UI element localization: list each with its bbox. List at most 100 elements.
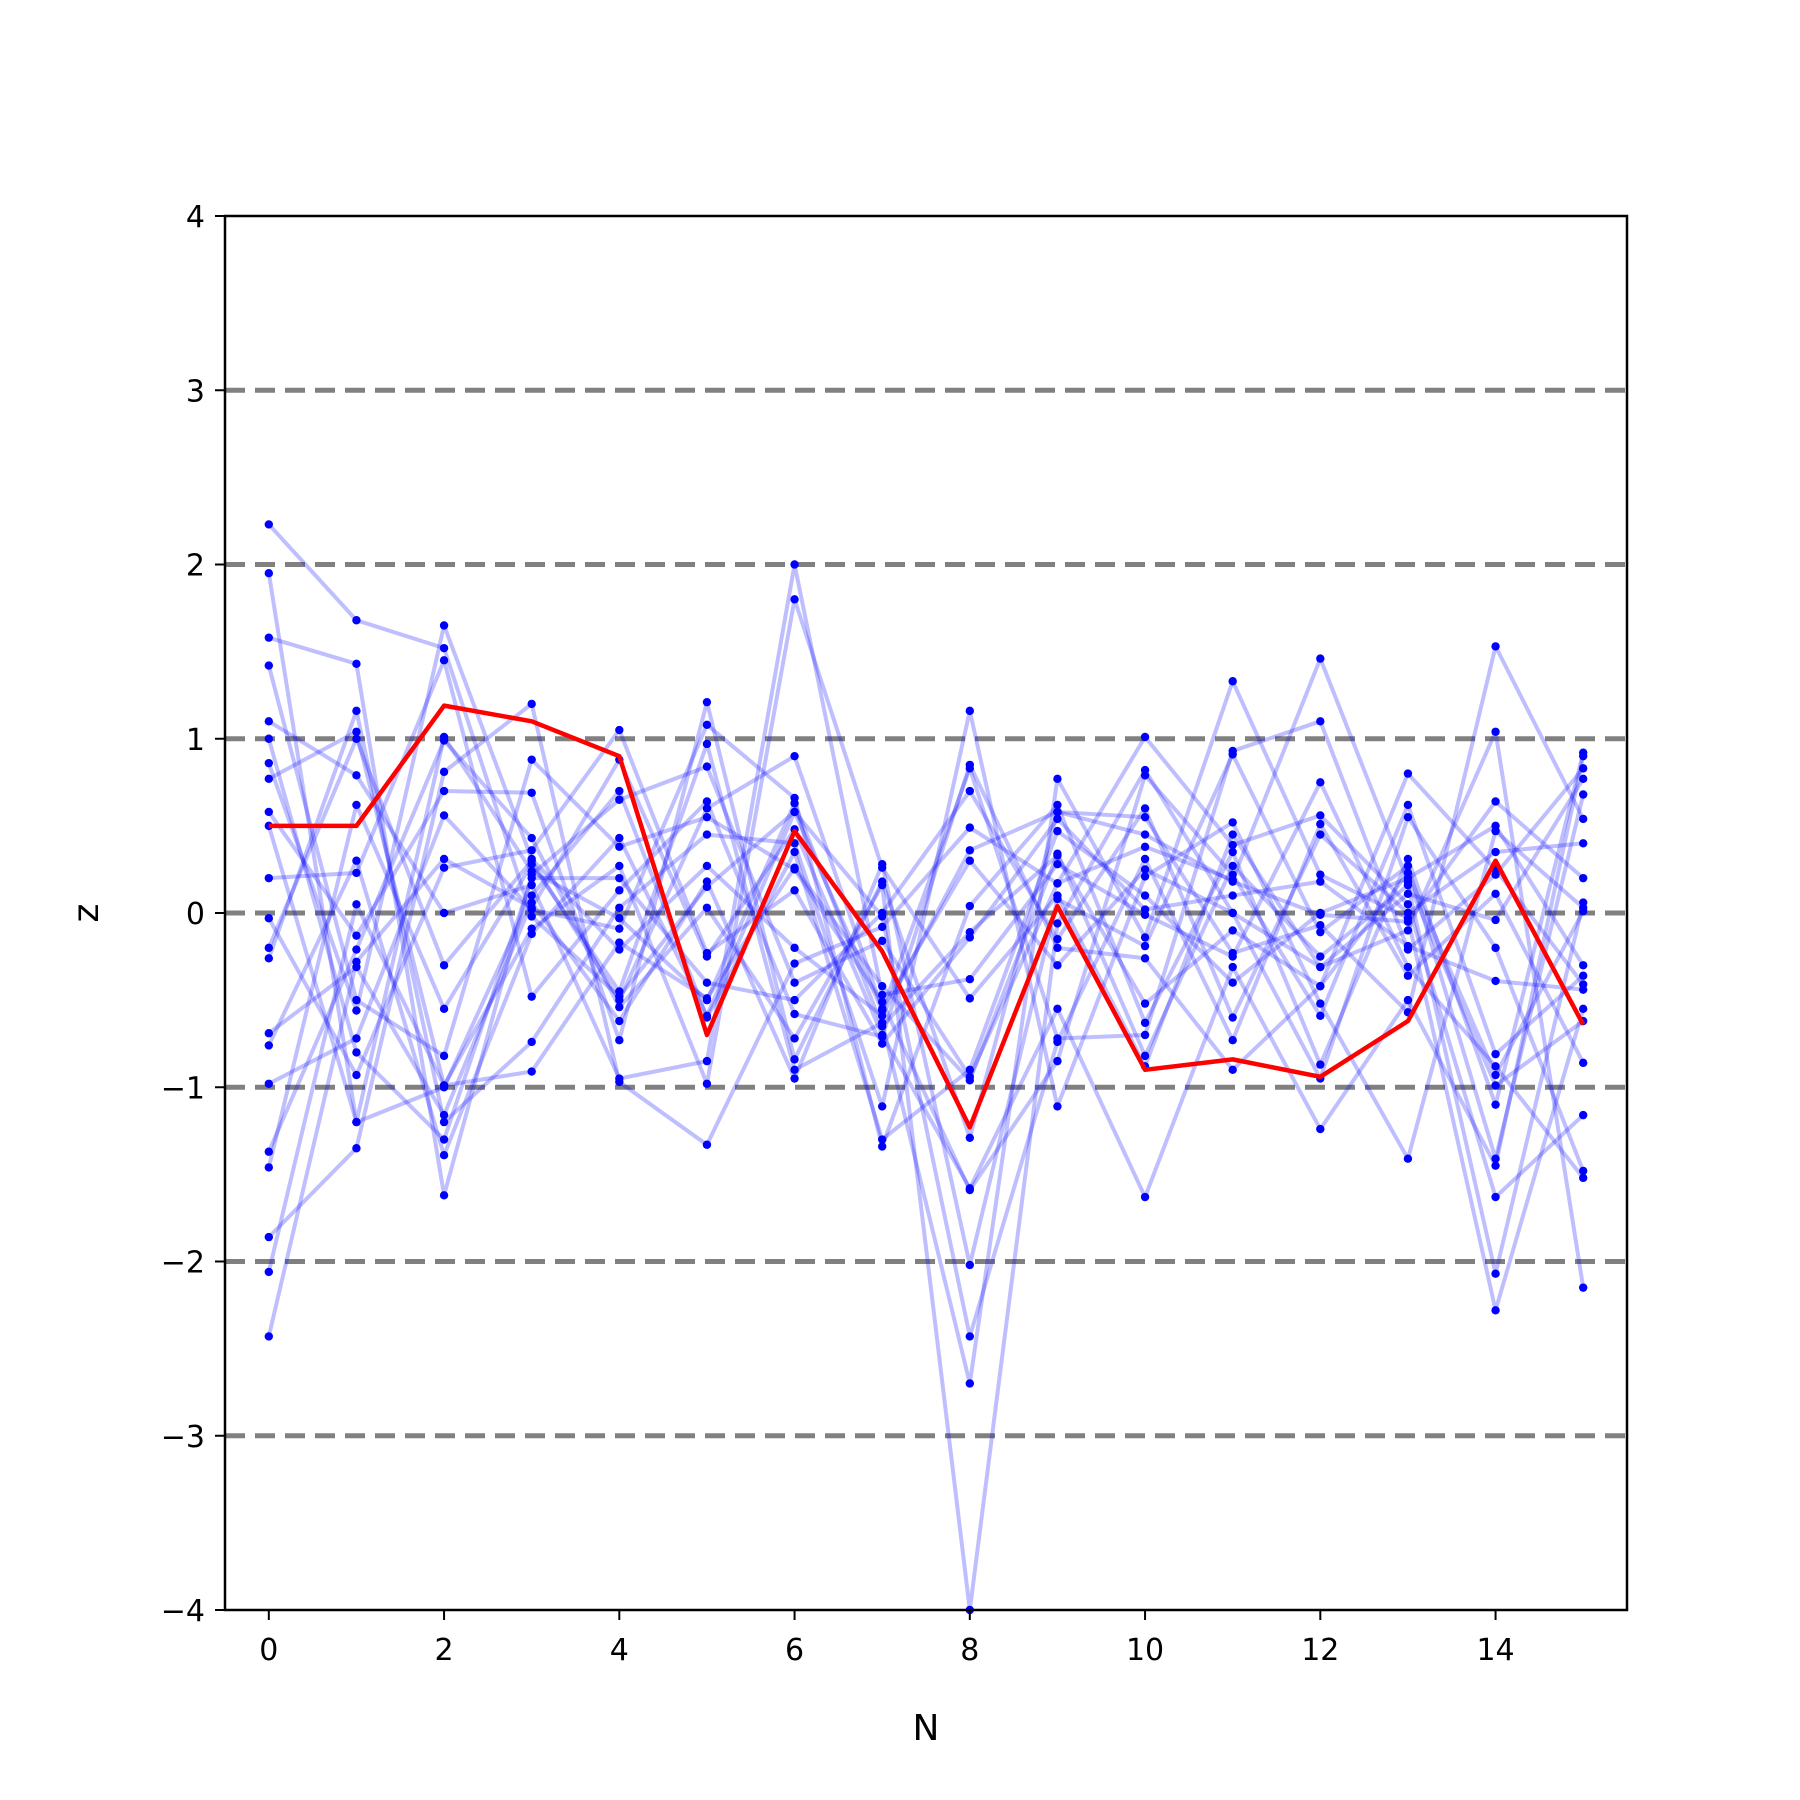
data-point: [1053, 961, 1062, 970]
x-tick-label: 10: [1126, 1633, 1164, 1668]
data-point: [264, 734, 274, 743]
data-point: [1316, 830, 1325, 839]
data-point: [1053, 800, 1062, 810]
x-tick-label: 14: [1476, 1633, 1514, 1668]
y-tick-label: −2: [161, 1246, 205, 1281]
data-point: [264, 1232, 274, 1242]
data-point: [527, 856, 536, 865]
background-series: [264, 751, 1588, 1341]
data-point: [1228, 877, 1237, 886]
data-point: [790, 1065, 799, 1075]
data-point: [1228, 818, 1237, 827]
data-point: [1053, 807, 1062, 817]
data-point: [439, 1051, 449, 1061]
data-point: [877, 1039, 887, 1048]
data-point: [439, 656, 449, 665]
data-point: [877, 1135, 887, 1144]
data-point: [1316, 999, 1325, 1008]
data-point: [1053, 894, 1062, 904]
y-tick-label: 3: [186, 374, 205, 409]
data-point: [1403, 812, 1413, 822]
background-series: [264, 734, 1588, 1144]
data-point: [965, 1332, 975, 1341]
background-series-line: [267, 722, 1586, 1149]
data-point: [615, 945, 624, 954]
data-point: [527, 1067, 536, 1076]
data-point: [877, 1004, 887, 1014]
data-point: [702, 994, 712, 1003]
data-point: [1316, 717, 1325, 726]
data-point: [1140, 854, 1150, 864]
data-point: [1403, 926, 1413, 935]
data-point: [1140, 891, 1150, 900]
data-point: [1053, 849, 1062, 858]
data-point: [1140, 842, 1150, 851]
data-point: [1578, 764, 1588, 773]
data-point: [1403, 995, 1413, 1005]
data-point: [702, 762, 712, 771]
y-tick-label: −1: [161, 1071, 205, 1106]
data-point: [1491, 642, 1500, 651]
data-point: [790, 751, 799, 761]
data-point: [615, 1036, 624, 1045]
data-point: [352, 706, 361, 716]
data-point: [439, 854, 449, 864]
data-point: [877, 860, 887, 869]
y-tick-label: 4: [186, 200, 205, 235]
data-point: [1140, 804, 1150, 813]
data-point: [1578, 839, 1588, 848]
data-point: [1228, 1013, 1237, 1022]
data-point: [1578, 1283, 1588, 1292]
background-series: [264, 661, 1588, 1195]
y-axis-label: z: [66, 904, 107, 923]
data-point: [965, 1076, 975, 1085]
data-point: [877, 880, 887, 890]
data-point: [1491, 797, 1500, 806]
background-series: [264, 727, 1588, 1615]
data-point: [790, 886, 799, 895]
data-point: [877, 936, 887, 946]
background-series: [264, 720, 1588, 1151]
data-point: [790, 1034, 799, 1043]
data-point: [790, 560, 799, 569]
data-point: [264, 914, 274, 923]
data-point: [1053, 826, 1062, 836]
data-point: [790, 943, 799, 953]
data-point: [1578, 1004, 1588, 1014]
data-point: [527, 912, 536, 921]
background-series-line: [267, 562, 1585, 1180]
data-point: [1316, 927, 1325, 937]
data-point: [1403, 873, 1413, 883]
data-point: [965, 760, 975, 770]
data-point: [1316, 654, 1325, 663]
data-point: [965, 823, 975, 832]
data-point: [1316, 1124, 1325, 1134]
background-series: [264, 807, 1588, 1341]
data-point: [264, 717, 274, 726]
data-point: [1578, 961, 1588, 970]
data-point: [1316, 870, 1325, 879]
data-point: [527, 755, 536, 764]
data-point: [352, 995, 361, 1005]
data-point: [790, 978, 799, 987]
data-point: [439, 1135, 449, 1144]
background-series: [264, 734, 1588, 1176]
data-point: [352, 957, 361, 966]
data-point: [352, 1144, 361, 1153]
data-point: [1578, 1058, 1588, 1068]
data-point: [1578, 774, 1588, 784]
data-point: [439, 736, 449, 745]
data-point: [1578, 1166, 1588, 1176]
x-axis: 0 2 4 6 8 10 12 14: [259, 1610, 1515, 1668]
data-point: [790, 1074, 799, 1083]
data-point: [1491, 1049, 1500, 1059]
data-point: [702, 1013, 712, 1022]
data-point: [965, 994, 975, 1003]
background-series: [264, 725, 1588, 1080]
data-point: [439, 908, 449, 918]
highlight-series-group: [268, 703, 1586, 1130]
data-point: [702, 830, 712, 839]
data-point: [1228, 1036, 1237, 1045]
data-point: [615, 995, 624, 1005]
data-point: [1053, 1056, 1062, 1066]
